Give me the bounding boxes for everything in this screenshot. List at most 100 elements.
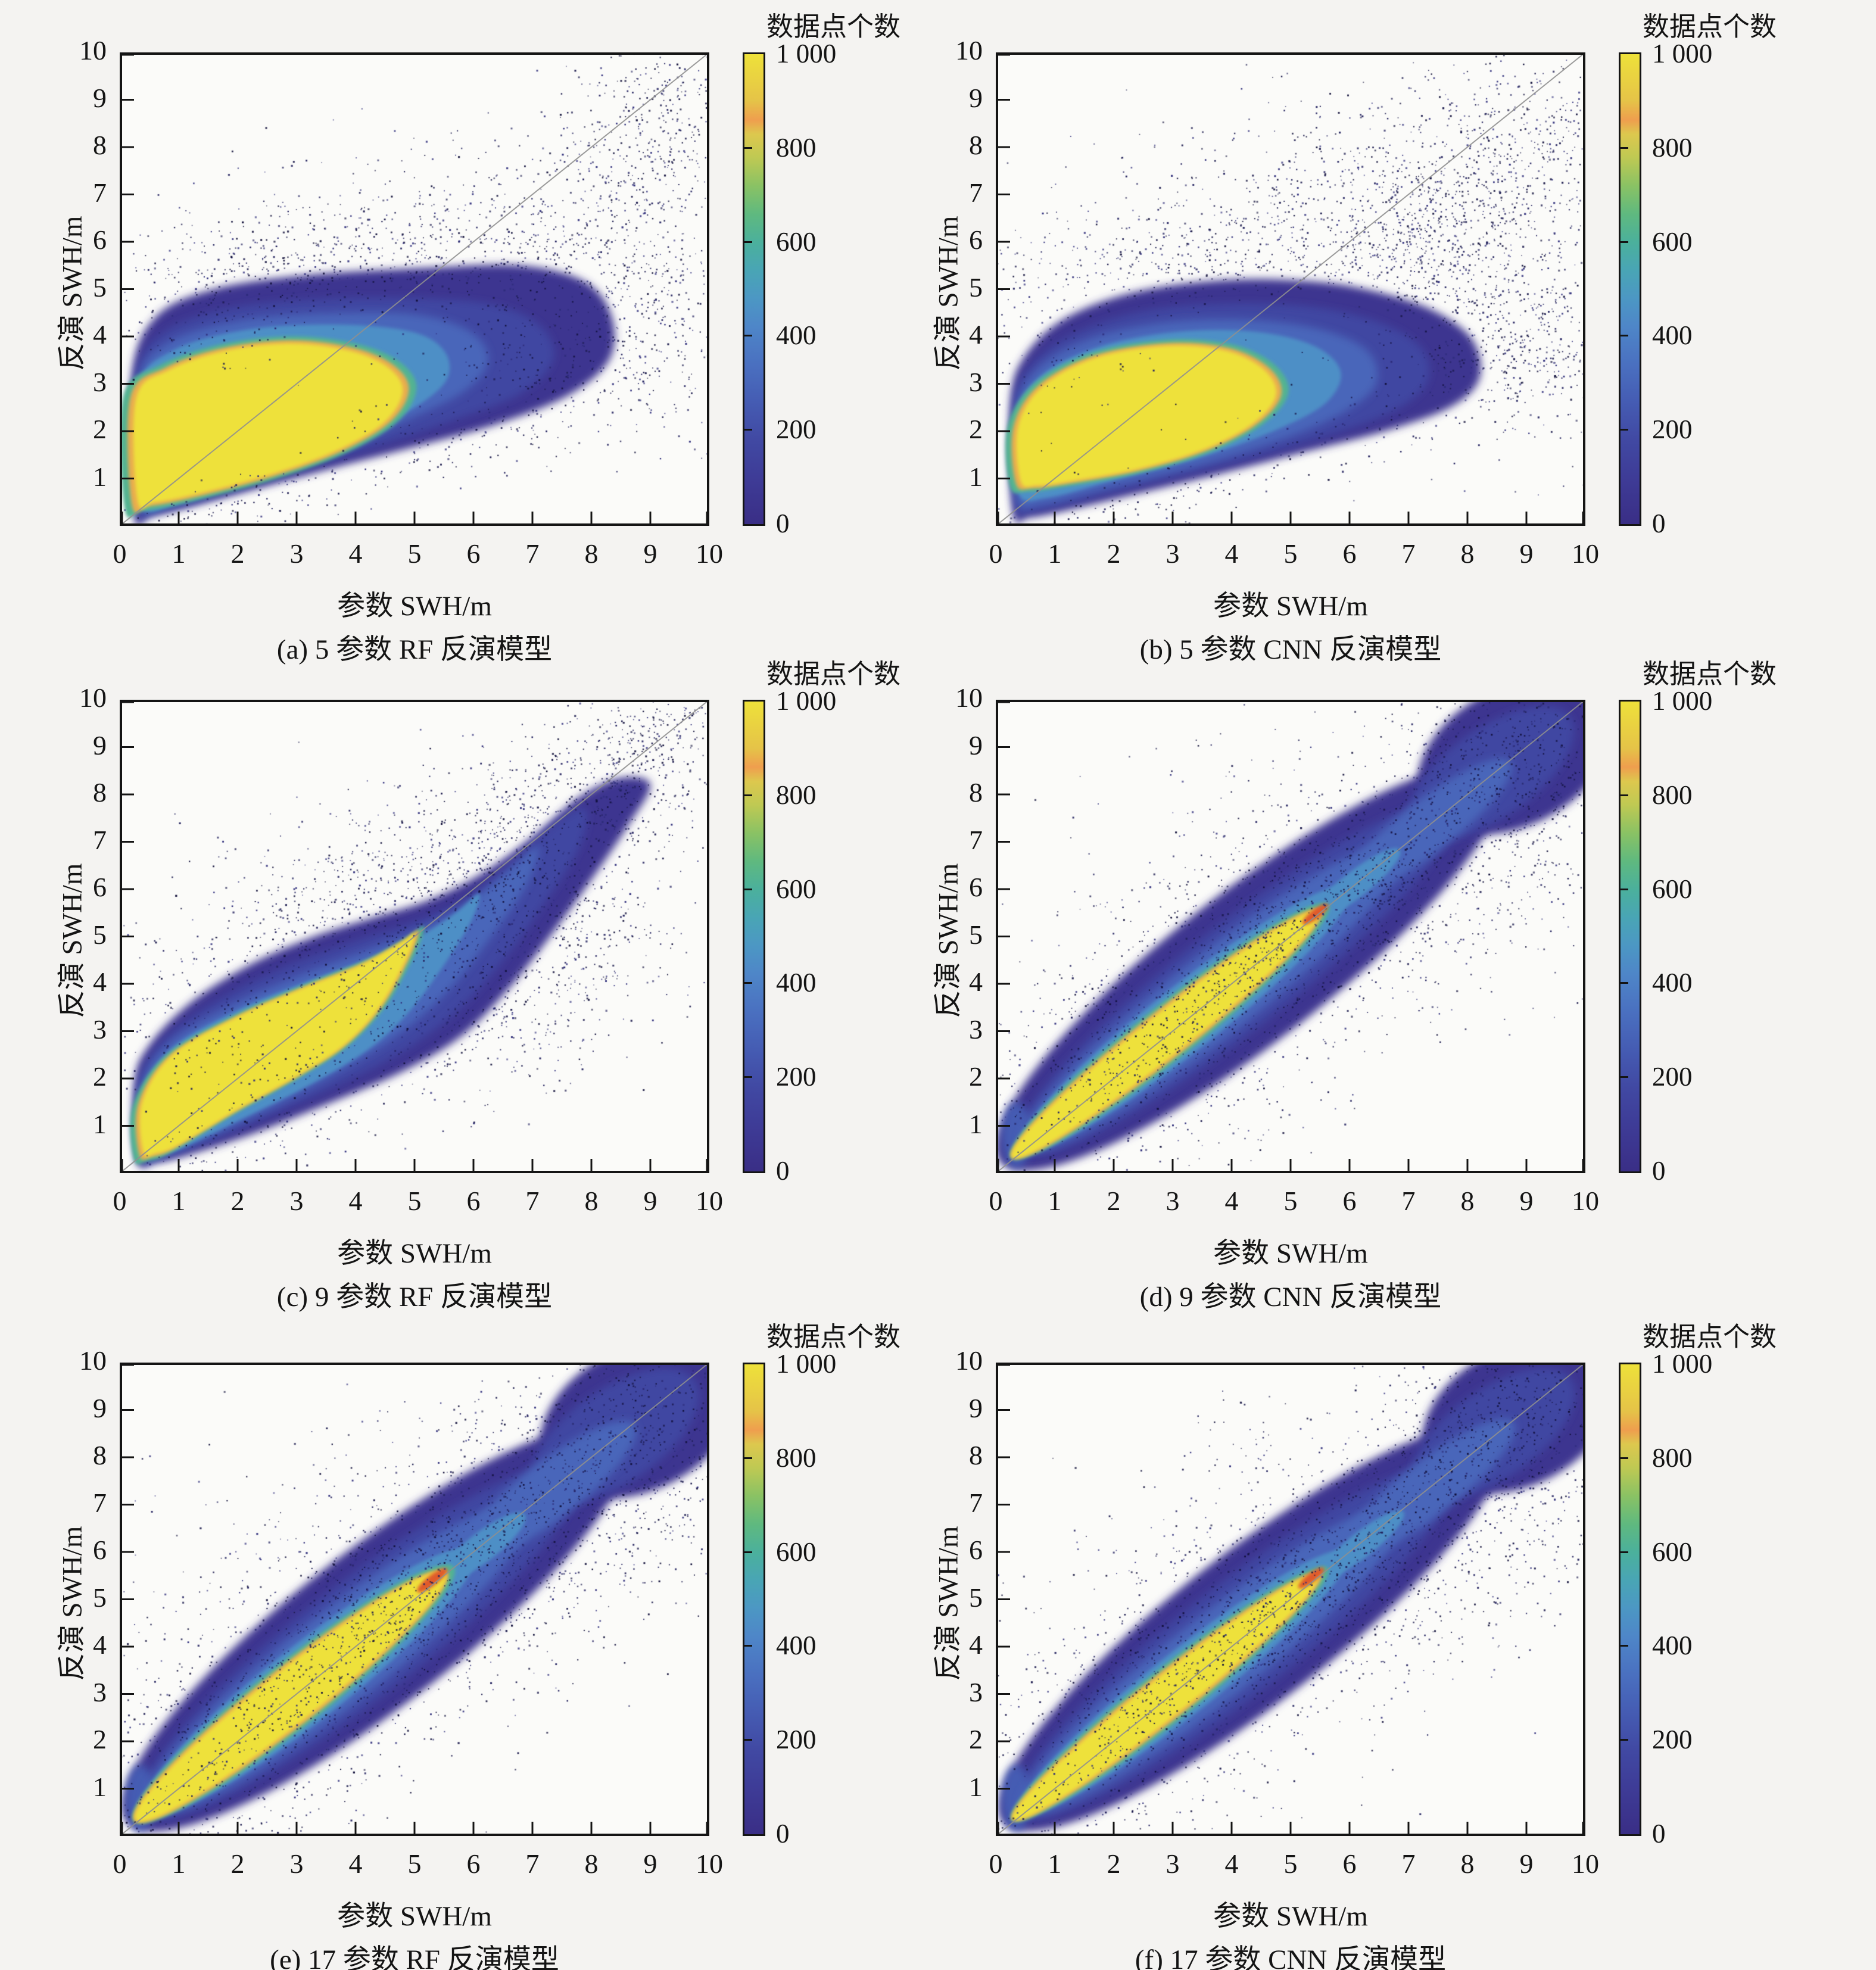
colorbar-tick-mark [1621,1457,1628,1459]
y-tick-label: 6 [93,225,107,255]
colorbar-tick-mark [744,888,752,890]
x-tick-label: 7 [1401,538,1416,569]
x-tick-label: 4 [348,538,363,569]
x-tick-label: 8 [584,1186,599,1216]
colorbar-tick-label: 800 [776,1442,817,1473]
x-tick-label: 8 [1460,1849,1475,1879]
colorbar-tick-label: 400 [776,968,817,998]
colorbar-a [743,52,765,526]
colorbar-title: 数据点个数 [766,12,901,42]
y-tick-label: 4 [969,967,983,997]
x-tick-label: 10 [1572,1849,1599,1879]
x-tick-label: 6 [466,1849,481,1879]
colorbar-tick-label: 600 [776,226,817,257]
colorbar-gradient [1621,1364,1640,1834]
colorbar-tick-mark [1621,241,1628,243]
y-tick-label: 7 [969,824,983,855]
x-tick-label: 7 [525,1849,540,1879]
y-tick-label: 4 [93,319,107,350]
y-tick-label: 4 [93,967,107,997]
y-tick-label: 10 [79,35,107,66]
colorbar-tick-label: 800 [776,132,817,163]
x-tick-label: 1 [1048,538,1062,569]
colorbar-tick-mark [744,1076,752,1078]
colorbar-gradient [1621,702,1640,1171]
x-tick-label: 8 [1460,1186,1475,1216]
panel-caption-e: (e) 17 参数 RF 反演模型 [270,1944,559,1970]
colorbar-gradient [1621,54,1640,524]
colorbar-title: 数据点个数 [766,659,901,689]
colorbar-tick-mark [744,1739,752,1741]
colorbar-tick-label: 200 [1652,1725,1693,1755]
x-tick-label: 6 [1342,1849,1357,1879]
panel-a-plot-area [120,52,709,526]
frame-svg-f [996,1363,1585,1836]
plot-frame [120,700,709,1173]
colorbar-tick-label: 200 [776,1725,817,1755]
y-tick-label: 1 [969,461,983,492]
x-tick-label: 5 [407,1849,422,1879]
x-tick-label: 2 [230,1849,245,1879]
colorbar-title: 数据点个数 [766,1322,901,1352]
colorbar-c [743,700,765,1173]
panel-d-plot-area [996,700,1585,1173]
colorbar-tick-mark [1621,982,1628,984]
panel-caption-c: (c) 9 参数 RF 反演模型 [276,1282,553,1313]
x-tick-label: 5 [1283,538,1298,569]
colorbar-tick-label: 200 [776,1062,817,1092]
x-tick-label: 4 [1224,1186,1239,1216]
frame-svg-b [996,52,1585,526]
colorbar-tick-mark [1621,1739,1628,1741]
y-tick-label: 5 [969,272,983,303]
x-axis-label: 参数 SWH/m [1213,591,1368,622]
x-tick-label: 9 [1519,1186,1534,1216]
x-tick-label: 9 [1519,538,1534,569]
y-tick-label: 10 [79,1345,107,1376]
y-tick-label: 5 [93,919,107,950]
x-tick-label: 6 [1342,1186,1357,1216]
y-axis-label: 反演 SWH/m [933,216,964,370]
x-tick-label: 4 [1224,538,1239,569]
x-tick-label: 2 [230,538,245,569]
y-tick-label: 3 [93,366,107,397]
x-tick-label: 10 [1572,538,1599,569]
panel-f-plot-area [996,1363,1585,1836]
colorbar-tick-mark [1621,335,1628,337]
y-tick-label: 4 [93,1629,107,1660]
x-tick-label: 8 [584,1849,599,1879]
x-tick-label: 8 [1460,538,1475,569]
y-tick-label: 9 [969,730,983,760]
x-tick-label: 0 [113,1186,127,1216]
x-axis-label: 参数 SWH/m [337,1238,492,1269]
plot-frame [996,52,1585,526]
colorbar-tick-mark [744,429,752,431]
y-tick-label: 3 [969,1676,983,1707]
x-tick-label: 2 [1107,538,1121,569]
y-tick-label: 1 [969,1771,983,1802]
x-tick-label: 5 [1283,1186,1298,1216]
y-tick-label: 10 [955,682,983,713]
y-tick-label: 2 [969,1724,983,1754]
x-tick-label: 1 [1048,1186,1062,1216]
x-axis-label: 参数 SWH/m [337,1901,492,1932]
plot-frame [120,1363,709,1836]
y-tick-label: 7 [969,1487,983,1518]
x-tick-label: 0 [989,538,1003,569]
colorbar-tick-label: 600 [1652,226,1693,257]
y-tick-label: 10 [955,35,983,66]
colorbar-tick-label: 400 [776,1631,817,1661]
x-axis-label: 参数 SWH/m [337,591,492,622]
y-tick-label: 2 [969,414,983,444]
colorbar-tick-mark [744,335,752,337]
frame-svg-d [996,700,1585,1173]
y-axis-label: 反演 SWH/m [933,863,964,1018]
colorbar-tick-label: 0 [1652,509,1666,538]
x-tick-label: 4 [1224,1849,1239,1879]
colorbar-tick-label: 600 [1652,874,1693,904]
x-tick-label: 3 [1166,1849,1180,1879]
colorbar-tick-mark [1621,888,1628,890]
x-tick-label: 2 [1107,1849,1121,1879]
colorbar-tick-label: 1 000 [1652,1349,1713,1379]
x-tick-label: 9 [643,538,657,569]
x-tick-label: 1 [1048,1849,1062,1879]
